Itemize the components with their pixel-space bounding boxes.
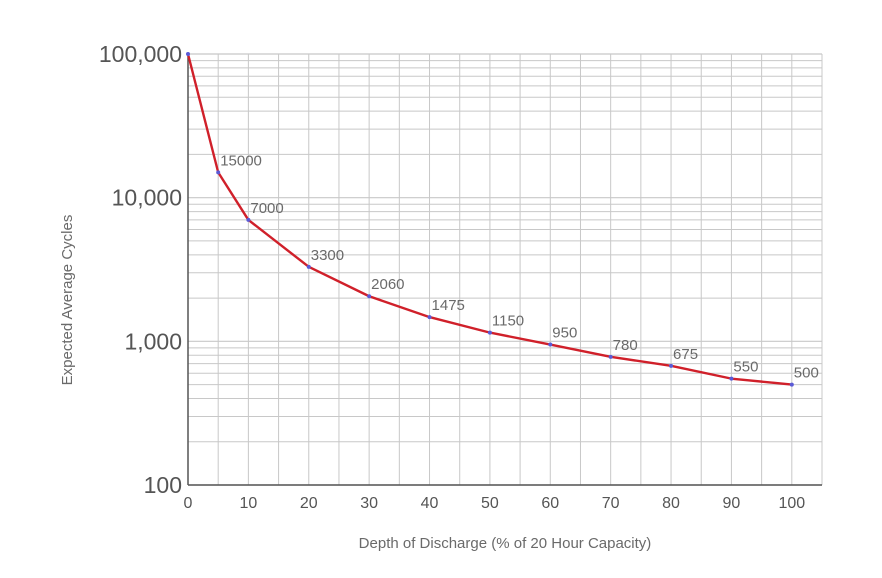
y-tick-label: 1,000 xyxy=(124,328,182,354)
data-label: 550 xyxy=(733,359,758,376)
x-tick-label: 60 xyxy=(541,495,559,512)
data-label: 500 xyxy=(794,365,819,382)
data-point xyxy=(789,382,794,387)
data-label: 15000 xyxy=(220,152,262,169)
x-tick-label: 10 xyxy=(239,495,257,512)
x-tick-label: 90 xyxy=(723,495,741,512)
x-axis-title: Depth of Discharge (% of 20 Hour Capacit… xyxy=(359,535,652,552)
tick-labels: 0 10 20 30 40 50 60 70 80 90 100 100 1,000 10,000 100,… xyxy=(99,41,805,512)
x-tick-label: 0 xyxy=(184,495,193,512)
x-tick-label: 20 xyxy=(300,495,318,512)
data-point xyxy=(216,170,221,175)
y-tick-label: 100 xyxy=(144,472,182,498)
data-label: 675 xyxy=(673,346,698,363)
x-tick-label: 80 xyxy=(662,495,680,512)
x-tick-label: 70 xyxy=(602,495,620,512)
y-axis-title: Expected Average Cycles xyxy=(59,215,76,386)
data-point xyxy=(246,217,251,222)
data-point xyxy=(608,354,613,359)
data-point xyxy=(186,52,190,56)
x-tick-label: 50 xyxy=(481,495,499,512)
x-tick-label: 40 xyxy=(421,495,439,512)
data-label: 2060 xyxy=(371,276,404,293)
x-tick-label: 100 xyxy=(778,495,805,512)
data-label: 950 xyxy=(552,325,577,342)
y-tick-label: 100,000 xyxy=(99,41,182,67)
axes xyxy=(187,54,822,486)
data-labels: 15000 7000 3300 2060 1475 1150 950 780 675 550 500 xyxy=(220,152,819,381)
data-label: 1475 xyxy=(432,297,465,314)
data-point xyxy=(367,294,372,299)
series-line xyxy=(186,53,792,386)
data-point xyxy=(427,315,432,320)
data-label: 3300 xyxy=(311,247,344,264)
data-label: 7000 xyxy=(250,200,283,217)
series xyxy=(186,52,794,387)
data-point xyxy=(487,330,492,335)
x-tick-label: 30 xyxy=(360,495,378,512)
data-label: 1150 xyxy=(492,313,524,330)
y-tick-label: 10,000 xyxy=(112,185,182,211)
data-point xyxy=(729,376,734,381)
data-point xyxy=(669,363,674,368)
grid xyxy=(187,53,823,486)
data-label: 780 xyxy=(613,337,638,354)
data-point xyxy=(306,264,311,269)
data-point xyxy=(548,342,553,347)
